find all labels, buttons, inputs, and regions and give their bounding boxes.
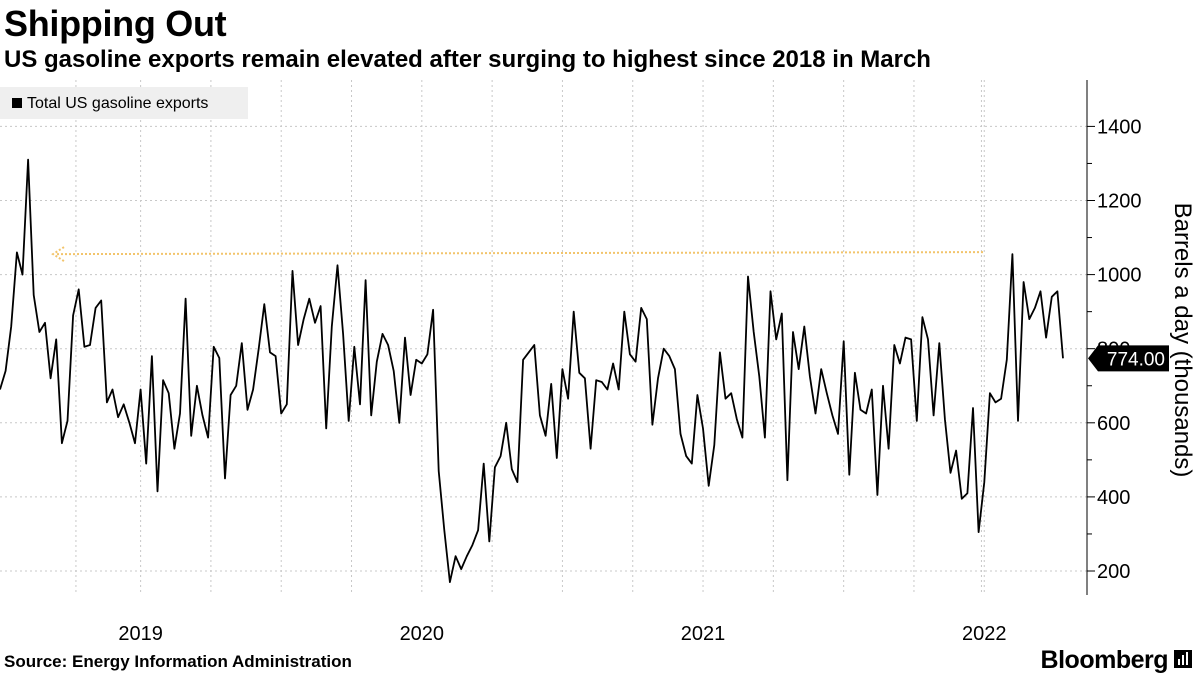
y-axis-title: Barrels a day (thousands) [1169, 203, 1196, 478]
x-tick-label: 2021 [681, 623, 726, 645]
legend-entry: Total US gasoline exports [27, 95, 208, 112]
legend-swatch [12, 98, 22, 108]
x-tick-label: 2022 [962, 623, 1007, 645]
y-tick-label: 1000 [1097, 265, 1142, 287]
y-tick-label: 1200 [1097, 191, 1142, 213]
reference-arrow-head [51, 246, 65, 262]
x-tick-label: 2019 [118, 623, 163, 645]
y-tick-label: 1400 [1097, 116, 1142, 138]
chart-title: Shipping Out [4, 3, 227, 44]
x-axis: 2019 2020 2021 2022 [118, 623, 1006, 645]
peak-reference-arrow [51, 246, 984, 262]
y-axis: 200400600800100012001400 [1086, 80, 1142, 595]
reference-arrow-line [54, 251, 984, 256]
y-tick-label: 200 [1097, 561, 1130, 583]
last-value-text: 774.00 [1107, 349, 1165, 370]
brand-logo: Bloomberg [1040, 646, 1169, 674]
terminal-icon [1174, 650, 1192, 668]
x-tick-label: 2020 [400, 623, 445, 645]
series-lines [0, 158, 1064, 583]
y-tick-label: 400 [1097, 487, 1130, 509]
source-note: Source: Energy Information Administratio… [4, 652, 352, 671]
last-value-label: 774.00 [1088, 345, 1169, 372]
last-value-tag [1088, 345, 1169, 372]
legend-box [0, 87, 248, 119]
y-tick-label: 600 [1097, 413, 1130, 435]
gridlines [0, 80, 1087, 595]
series-line-total-us-gasoline-exports [0, 158, 1064, 583]
legend: Total US gasoline exports [0, 87, 248, 119]
chart-subtitle: US gasoline exports remain elevated afte… [4, 46, 931, 73]
